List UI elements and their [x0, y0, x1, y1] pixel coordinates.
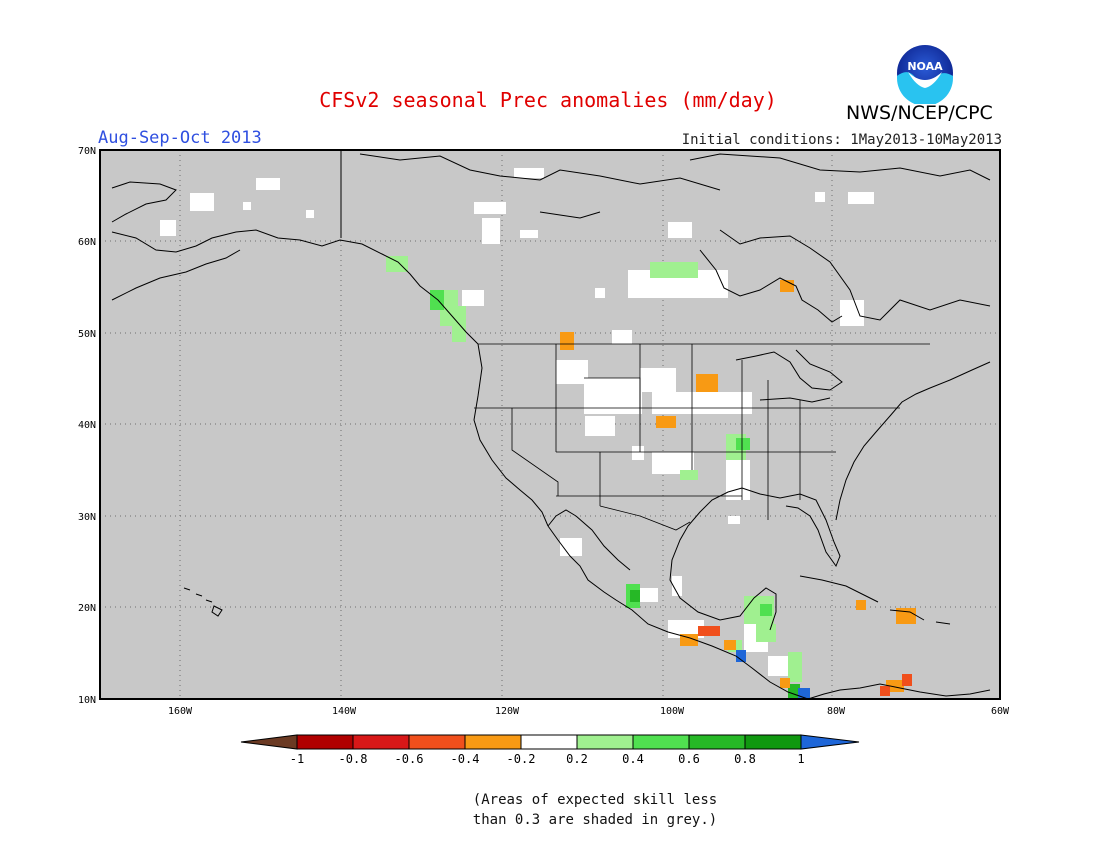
- colorbar-labels: -1 -0.8 -0.6 -0.4 -0.2 0.2 0.4 0.6 0.8 1: [290, 752, 805, 766]
- footnote-line: than 0.3 are shaded in grey.): [472, 812, 718, 828]
- colorbar-segment: [688, 734, 746, 750]
- colorbar-segment: [520, 734, 578, 750]
- colorbar-label: 1: [797, 752, 804, 766]
- svg-text:NOAA: NOAA: [907, 60, 943, 73]
- colorbar: [240, 734, 860, 750]
- lat-label: 70N: [78, 146, 96, 157]
- gridlines: [100, 150, 1000, 699]
- noaa-logo: NOAA: [895, 43, 955, 104]
- colorbar-segment: [632, 734, 690, 750]
- colorbar-label: -0.6: [395, 752, 424, 766]
- lon-label: 120W: [495, 706, 520, 717]
- footnote-line: (Areas of expected skill less: [472, 792, 718, 808]
- lon-label: 60W: [991, 706, 1010, 717]
- colorbar-label: 0.8: [734, 752, 756, 766]
- colorbar-label: 0.4: [622, 752, 644, 766]
- lat-label: 60N: [78, 237, 96, 248]
- colorbar-segment: [744, 734, 802, 750]
- coastlines: [111, 150, 991, 700]
- initial-conditions-label: Initial conditions: 1May2013-10May2013: [681, 132, 1002, 148]
- colorbar-segment: [464, 734, 522, 750]
- lon-label: 160W: [168, 706, 193, 717]
- lon-label: 140W: [332, 706, 357, 717]
- colorbar-arrow-high: [800, 734, 860, 750]
- season-label: Aug-Sep-Oct 2013: [98, 128, 262, 148]
- lat-label: 20N: [78, 603, 96, 614]
- lon-label: 80W: [827, 706, 846, 717]
- lat-label: 30N: [78, 512, 96, 523]
- colorbar-segment: [296, 734, 354, 750]
- colorbar-label: 0.2: [566, 752, 588, 766]
- lat-label: 40N: [78, 420, 96, 431]
- colorbar-label: -0.4: [451, 752, 480, 766]
- colorbar-label: 0.6: [678, 752, 700, 766]
- longitude-labels: 160W 140W 120W 100W 80W 60W: [168, 706, 1010, 717]
- agency-label: NWS/NCEP/CPC: [846, 102, 993, 124]
- colorbar-segment: [352, 734, 410, 750]
- map-title: CFSv2 seasonal Prec anomalies (mm/day): [319, 88, 777, 112]
- anomaly-patches: [160, 168, 916, 699]
- colorbar-segment: [576, 734, 634, 750]
- latitude-labels: 70N 60N 50N 40N 30N 20N 10N: [78, 146, 96, 706]
- political-borders: [474, 343, 930, 531]
- lat-label: 50N: [78, 329, 96, 340]
- map-frame: [99, 149, 1001, 700]
- colorbar-segment: [408, 734, 466, 750]
- colorbar-label: -0.8: [339, 752, 368, 766]
- colorbar-label: -0.2: [507, 752, 536, 766]
- lat-label: 10N: [78, 695, 96, 706]
- lon-label: 100W: [660, 706, 685, 717]
- skill-footnote: (Areas of expected skill less than 0.3 a…: [0, 790, 1100, 830]
- colorbar-label: -1: [290, 752, 304, 766]
- colorbar-arrow-low: [240, 734, 298, 750]
